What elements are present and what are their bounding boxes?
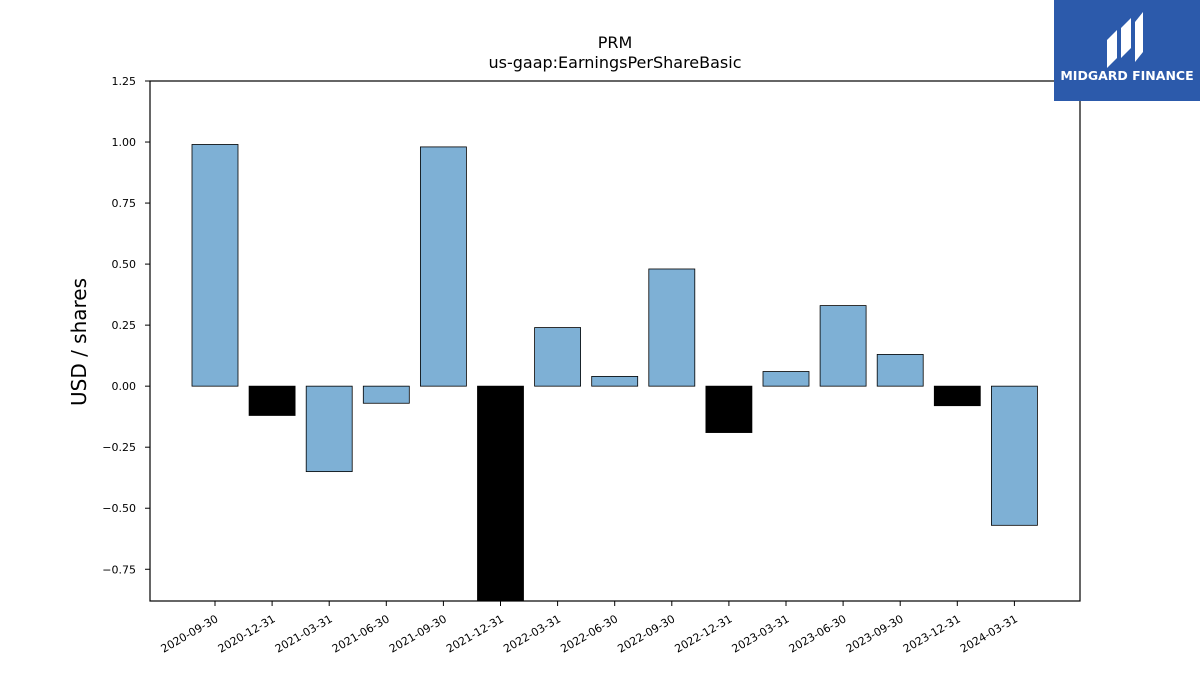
plot-frame xyxy=(149,80,1081,602)
x-tick-label: 2022-03-31 xyxy=(501,612,563,655)
logo-mark-icon xyxy=(1107,12,1143,68)
x-tick-label: 2021-06-30 xyxy=(330,612,392,655)
y-tick-label: −0.75 xyxy=(102,563,136,576)
x-tick-label: 2022-06-30 xyxy=(558,612,620,655)
bar-2022-09-30 xyxy=(648,268,696,387)
bar-2024-03-31 xyxy=(991,385,1038,526)
bar-2020-09-30 xyxy=(191,144,239,387)
y-tick-label: 0.00 xyxy=(112,380,137,393)
y-axis-label: USD / shares xyxy=(67,278,91,406)
bar-2021-03-31 xyxy=(305,385,353,473)
y-tick-label: 0.50 xyxy=(112,258,137,271)
bar-2023-03-31 xyxy=(762,371,810,387)
bar-2023-12-31 xyxy=(933,385,981,407)
brand-logo: MIDGARD FINANCE xyxy=(1054,0,1200,101)
x-tick-label: 2023-06-30 xyxy=(787,612,849,655)
x-tick-label: 2020-09-30 xyxy=(159,612,221,655)
bar-2021-09-30 xyxy=(419,146,467,387)
x-tick-label: 2023-03-31 xyxy=(730,612,792,655)
x-tick-label: 2022-12-31 xyxy=(673,612,735,655)
bar-2023-09-30 xyxy=(876,354,924,387)
bar-2022-12-31 xyxy=(705,385,753,433)
bar-2022-06-30 xyxy=(591,375,639,387)
x-tick-label: 2022-09-30 xyxy=(615,612,677,655)
bar-2021-12-31 xyxy=(477,385,524,602)
bar-2022-03-31 xyxy=(534,327,581,387)
y-tick-label: −0.25 xyxy=(102,441,136,454)
x-tick-label: 2021-12-31 xyxy=(444,612,506,655)
x-tick-label: 2023-09-30 xyxy=(844,612,906,655)
y-tick-label: 0.25 xyxy=(112,319,137,332)
chart-title: PRM xyxy=(598,33,633,52)
x-tick-label: 2021-09-30 xyxy=(387,612,449,655)
chart-subtitle: us-gaap:EarningsPerShareBasic xyxy=(488,53,741,72)
y-tick-label: 0.75 xyxy=(112,197,137,210)
x-tick-label: 2023-12-31 xyxy=(901,612,963,655)
bar-2023-06-30 xyxy=(819,305,867,387)
x-tick-label: 2024-03-31 xyxy=(958,612,1020,655)
bar-2020-12-31 xyxy=(248,385,296,416)
brand-logo-text: MIDGARD FINANCE xyxy=(1060,68,1194,83)
y-tick-label: 1.25 xyxy=(112,75,137,88)
x-tick-label: 2021-03-31 xyxy=(273,612,335,655)
bar-2021-06-30 xyxy=(362,385,410,404)
x-tick-label: 2020-12-31 xyxy=(216,612,278,655)
y-tick-label: −0.50 xyxy=(102,502,136,515)
y-tick-label: 1.00 xyxy=(112,136,137,149)
